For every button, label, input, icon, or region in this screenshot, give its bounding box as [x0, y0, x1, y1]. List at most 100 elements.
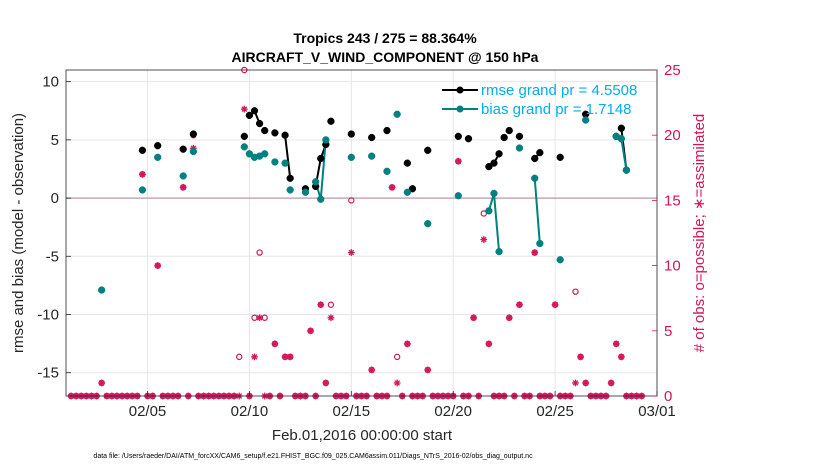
rmse-point	[317, 154, 325, 163]
rmse-point	[138, 146, 147, 154]
y-tick-label: 10	[42, 74, 59, 91]
bias-point	[261, 150, 269, 158]
obs-assimilated-marker	[139, 170, 146, 178]
bias-point	[368, 152, 376, 160]
bias-point	[536, 239, 544, 248]
rmse-point	[403, 159, 412, 167]
obs-assimilated-marker	[505, 314, 513, 322]
obs-assimilated-marker	[582, 379, 590, 387]
y-axis-label: rmse and bias (model - observation)	[10, 113, 27, 353]
rmse-point	[383, 126, 391, 135]
y-right-tick-label: 10	[664, 258, 681, 275]
bias-point	[495, 247, 503, 256]
obs-assimilated-marker	[516, 301, 523, 309]
bias-point	[383, 167, 391, 175]
legend: rmse grand pr = 4.5508 bias grand pr = 1…	[442, 82, 637, 118]
bias-point	[393, 110, 401, 118]
bias-point	[617, 135, 625, 143]
bias-point	[240, 143, 248, 151]
rmse-point	[531, 154, 539, 163]
bias-point	[403, 188, 412, 196]
obs-assimilated-marker	[388, 183, 396, 191]
x-tick-label: 02/25	[536, 403, 574, 420]
rmse-point	[500, 133, 508, 142]
bias-point	[582, 116, 590, 124]
bias-point	[490, 189, 498, 198]
rmse-point	[250, 107, 259, 115]
rmse-point	[261, 126, 269, 135]
bias-point	[622, 166, 631, 174]
x-tick-label: 02/20	[434, 403, 472, 420]
x-axis-label: Feb.01,2016 00:00:00 start	[272, 427, 453, 444]
bias-point	[556, 256, 564, 264]
y-axis-right-label: # of obs: o=possible; ∗=assimilated	[691, 114, 708, 353]
obs-assimilated-marker	[612, 340, 620, 348]
obs-assimilated-marker	[98, 379, 106, 387]
obs-possible-marker	[393, 353, 401, 361]
bias-point	[317, 195, 325, 203]
rmse-point	[154, 142, 162, 150]
rmse-point	[245, 111, 254, 120]
obs-assimilated-marker	[424, 366, 432, 374]
plot-area: 02/05 02/10 02/15 02/20 02/25 03/01 10 5 0 -5 -10 -…	[37, 62, 680, 420]
obs-assimilated-marker	[347, 249, 355, 256]
rmse-point	[327, 117, 335, 125]
bias-point	[454, 192, 462, 200]
obs-assimilated-marker	[551, 301, 559, 309]
rmse-point	[189, 130, 198, 138]
x-tick-label: 02/15	[333, 403, 371, 420]
rmse-point	[617, 124, 625, 132]
obs-possible-marker	[572, 288, 579, 295]
bias-point	[245, 150, 254, 158]
x-tick-label: 03/01	[638, 403, 676, 420]
legend-rmse-label: rmse grand pr = 4.5508	[481, 82, 637, 99]
y-tick-label: -10	[37, 307, 59, 324]
bias-line-segment	[620, 138, 628, 171]
y-right-tick-label: 0	[664, 388, 672, 405]
rmse-point	[347, 130, 355, 138]
bias-line-segment	[533, 178, 541, 244]
rmse-point	[179, 145, 187, 153]
obs-assimilated-marker	[154, 262, 162, 269]
legend-bias-label: bias grand pr = 1.7148	[481, 101, 632, 118]
obs-assimilated-marker	[327, 314, 335, 322]
series-markers	[98, 107, 631, 294]
y-right-tick-label: 15	[664, 192, 681, 209]
obs-assimilated-marker	[403, 340, 411, 348]
bias-point	[311, 178, 320, 186]
obs-possible-marker	[256, 249, 263, 256]
obs-assimilated-marker	[577, 353, 584, 361]
obs-possible-marker	[236, 353, 243, 361]
y-right-tick-label: 25	[664, 62, 681, 79]
bias-point	[98, 286, 106, 294]
rmse-point	[505, 126, 513, 135]
data-file-footnote: data file: /Users/raeder/DAI/ATM_forcXX/…	[93, 453, 533, 460]
bias-point	[347, 153, 355, 161]
rmse-point	[281, 131, 289, 139]
chart-title: Tropics 243 / 275 = 88.364%	[293, 30, 477, 46]
y-tick-label: 5	[51, 132, 59, 149]
rmse-point	[556, 153, 564, 161]
obs-assimilated-marker	[531, 249, 539, 256]
obs-assimilated-marker	[322, 379, 330, 387]
x-tick-label: 02/10	[231, 403, 269, 420]
rmse-point	[485, 162, 493, 171]
rmse-point	[495, 150, 503, 158]
bias-point	[322, 136, 330, 144]
obs-assimilated-marker	[485, 340, 493, 348]
obs-assimilated-marker	[393, 379, 401, 387]
rmse-point	[424, 146, 432, 154]
rmse-point	[464, 135, 473, 143]
obs-assimilated-marker	[281, 353, 289, 361]
bias-point	[179, 172, 187, 180]
rmse-point	[271, 129, 279, 137]
obs-assimilated-marker	[454, 157, 462, 165]
y-tick-label: -5	[46, 248, 59, 265]
rmse-point	[536, 149, 544, 157]
bias-point	[485, 207, 493, 215]
chart-subtitle: AIRCRAFT_V_WIND_COMPONENT @ 150 hPa	[232, 49, 539, 65]
bias-point	[189, 147, 198, 156]
x-tick-label: 02/05	[129, 403, 167, 420]
rmse-point	[454, 132, 462, 141]
